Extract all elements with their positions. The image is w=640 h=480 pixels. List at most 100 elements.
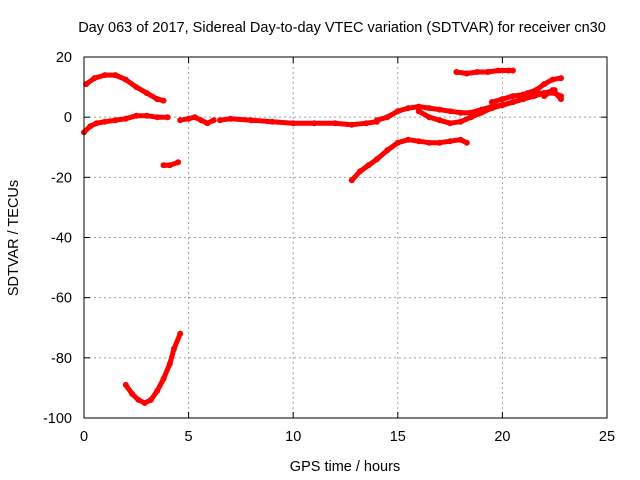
data-point xyxy=(505,67,512,74)
data-point xyxy=(453,69,460,75)
data-point xyxy=(101,118,108,125)
data-point xyxy=(474,69,481,75)
data-point xyxy=(426,114,433,121)
data-point xyxy=(541,93,548,100)
data-point xyxy=(405,136,412,143)
data-point xyxy=(332,120,338,127)
data-point xyxy=(83,81,90,88)
data-point xyxy=(447,138,454,145)
data-point xyxy=(384,114,391,121)
data-point xyxy=(509,67,516,74)
x-tick-label: 15 xyxy=(390,429,406,445)
chart-title: Day 063 of 2017, Sidereal Day-to-day VTE… xyxy=(78,20,606,36)
data-point xyxy=(558,75,564,82)
data-point xyxy=(133,84,140,91)
axis-ticks xyxy=(83,56,608,419)
y-axis-label: SDTVAR / TECUs xyxy=(6,180,22,296)
data-point xyxy=(415,103,422,110)
data-point xyxy=(436,139,443,146)
x-tick-label: 0 xyxy=(80,429,88,445)
data-point xyxy=(135,396,142,403)
data-point xyxy=(164,114,171,121)
data-point xyxy=(436,106,443,113)
data-point xyxy=(524,90,531,97)
y-tick-label: -20 xyxy=(51,170,72,186)
data-point xyxy=(499,102,506,109)
data-point xyxy=(175,159,182,166)
data-point xyxy=(558,96,564,103)
data-point xyxy=(101,72,108,79)
data-point xyxy=(93,120,100,127)
series-arc-9 xyxy=(349,137,470,183)
x-tick-label: 10 xyxy=(285,429,301,445)
data-point xyxy=(171,345,177,352)
data-point xyxy=(217,117,223,124)
data-point xyxy=(463,70,470,77)
data-point xyxy=(516,93,523,100)
data-point xyxy=(160,375,167,382)
data-point xyxy=(478,109,485,116)
data-point xyxy=(210,117,217,124)
data-point xyxy=(143,90,150,97)
data-point xyxy=(405,105,412,112)
data-point xyxy=(499,96,506,103)
data-point xyxy=(348,121,355,128)
data-series xyxy=(81,67,564,406)
data-point xyxy=(415,138,422,145)
data-point xyxy=(143,112,150,119)
x-tick-label: 20 xyxy=(494,429,510,445)
data-point xyxy=(147,396,154,403)
data-point xyxy=(290,120,297,127)
data-point xyxy=(177,117,184,124)
data-point xyxy=(227,115,234,122)
data-point xyxy=(394,108,401,115)
data-point xyxy=(426,139,433,146)
data-point xyxy=(133,112,140,119)
data-point xyxy=(348,177,355,184)
data-point xyxy=(549,76,556,83)
data-point xyxy=(112,72,119,79)
data-point xyxy=(198,117,205,124)
y-tick-label: -60 xyxy=(51,291,72,307)
data-point xyxy=(447,108,454,115)
x-tick-label: 25 xyxy=(599,429,615,445)
data-point xyxy=(122,76,129,83)
data-point xyxy=(488,99,495,106)
data-point xyxy=(468,114,474,121)
data-point xyxy=(457,109,464,116)
grid xyxy=(84,57,607,418)
data-point xyxy=(122,115,129,122)
data-point xyxy=(363,120,370,127)
data-point xyxy=(509,93,516,100)
data-point xyxy=(373,156,380,163)
data-point xyxy=(415,108,422,115)
data-point xyxy=(166,360,173,367)
series-arc-4 xyxy=(123,331,183,406)
data-point xyxy=(426,105,433,112)
data-point xyxy=(185,115,192,122)
data-point xyxy=(436,117,443,124)
data-point xyxy=(311,120,318,127)
data-point xyxy=(373,117,380,124)
x-axis-label: GPS time / hours xyxy=(290,459,400,475)
data-point xyxy=(488,105,495,112)
data-point xyxy=(87,123,94,130)
data-point xyxy=(509,99,516,106)
data-point xyxy=(365,162,372,169)
data-point xyxy=(463,139,470,146)
data-point xyxy=(141,400,148,406)
data-point xyxy=(457,118,464,125)
y-tick-label: 20 xyxy=(56,50,72,66)
y-tick-label: 0 xyxy=(64,110,72,126)
data-point xyxy=(549,87,556,94)
data-point xyxy=(154,96,161,103)
x-tick-label: 5 xyxy=(185,429,193,445)
axis-tick-labels: 0 5 10 15 20 25 -100 -80 -60 -40 -20 0 20 xyxy=(43,50,615,445)
data-point xyxy=(154,114,161,121)
data-point xyxy=(160,162,167,169)
data-point xyxy=(269,118,276,125)
y-tick-label: -100 xyxy=(43,411,72,427)
data-point xyxy=(112,117,119,124)
data-point xyxy=(541,81,548,88)
